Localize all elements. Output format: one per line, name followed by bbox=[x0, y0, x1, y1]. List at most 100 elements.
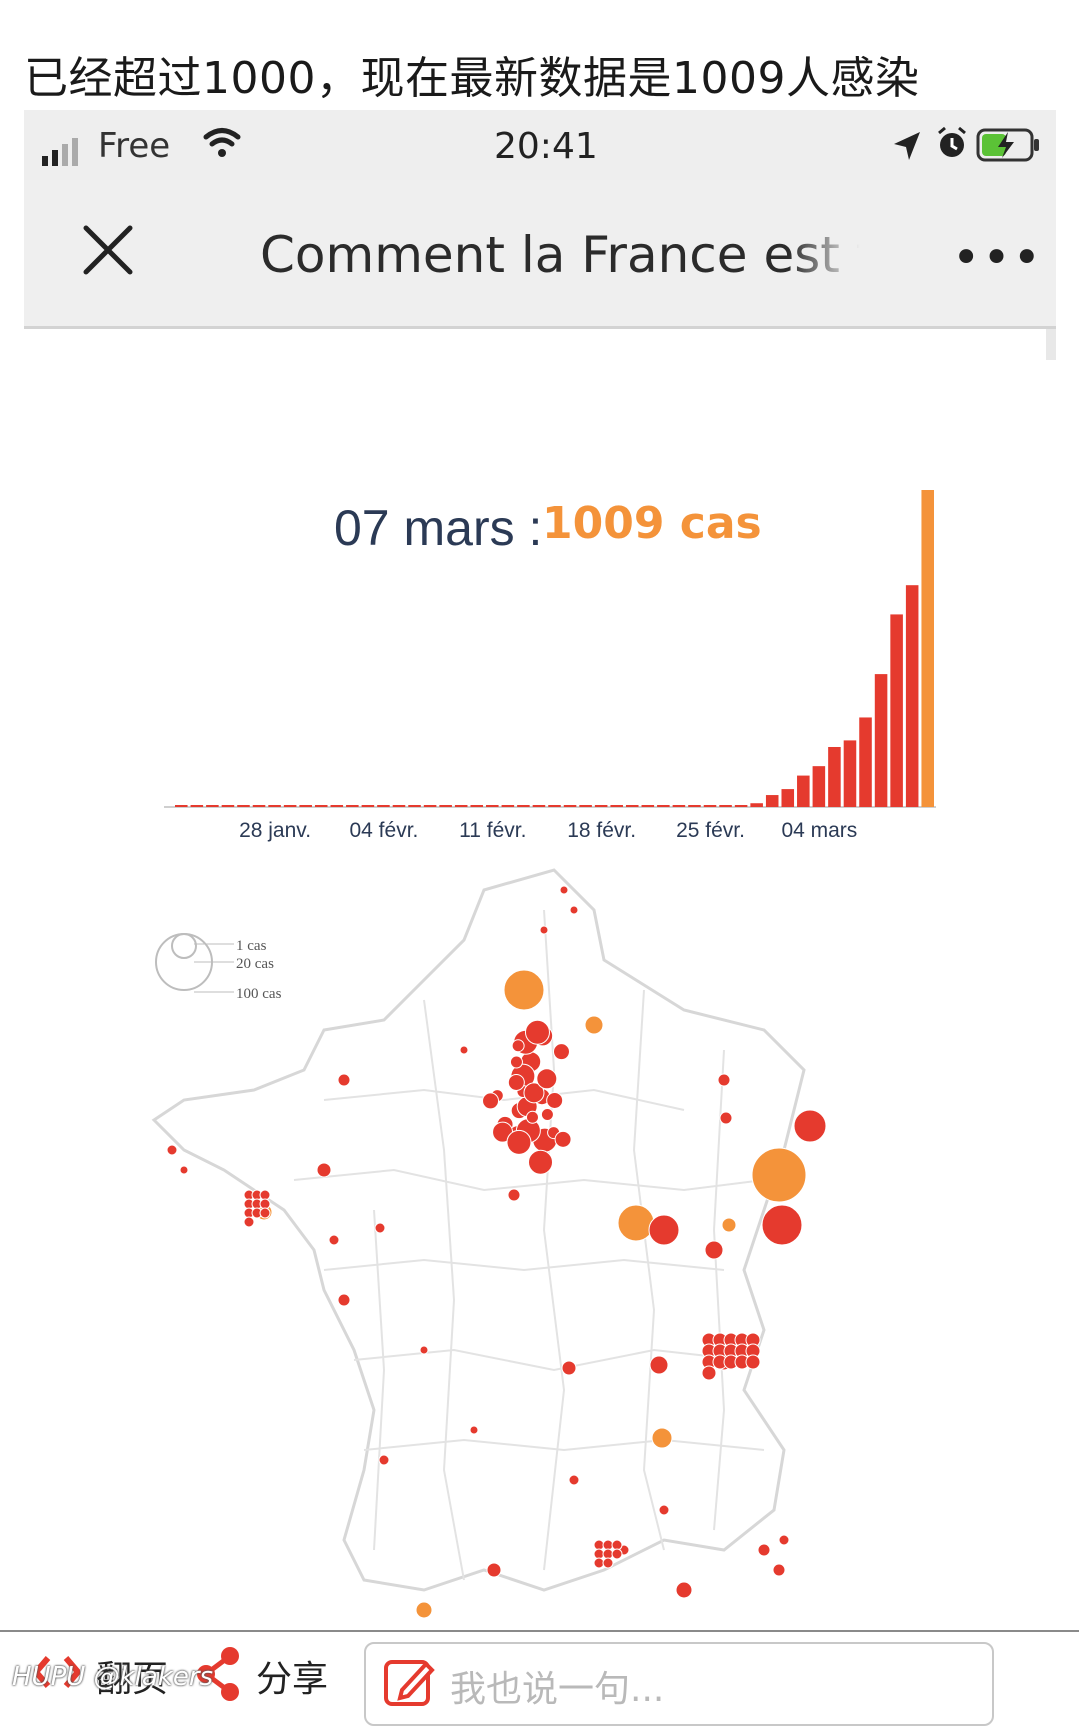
chart-bar bbox=[392, 805, 406, 807]
case-circle bbox=[561, 1360, 577, 1376]
case-circle bbox=[793, 1109, 827, 1143]
chart-bar bbox=[423, 805, 437, 807]
close-icon[interactable] bbox=[76, 218, 140, 282]
france-outline bbox=[151, 868, 806, 1592]
case-circle bbox=[651, 1427, 673, 1449]
chart-bar bbox=[812, 766, 826, 807]
case-circle bbox=[374, 1222, 386, 1234]
chart-bar bbox=[797, 775, 810, 807]
share-icon[interactable] bbox=[196, 1646, 242, 1702]
comment-placeholder: 我也说一句... bbox=[450, 1669, 665, 1710]
flip-page-button[interactable]: 翻页 bbox=[96, 1659, 169, 1700]
x-tick-label: 11 févr. bbox=[459, 819, 526, 842]
case-circle bbox=[328, 1234, 340, 1246]
case-circle bbox=[552, 1043, 570, 1061]
x-tick-label: 04 févr. bbox=[349, 819, 418, 842]
wifi-icon bbox=[203, 128, 241, 157]
bottom-action-bar: 翻页 分享 我也说一句... HUPU @klakers bbox=[0, 1630, 1079, 1726]
chart-bar bbox=[532, 805, 546, 807]
chart-bar bbox=[734, 805, 748, 807]
case-circle bbox=[482, 1092, 500, 1110]
case-circle bbox=[179, 1165, 189, 1175]
chart-bar bbox=[299, 805, 312, 807]
x-tick-label: 25 févr. bbox=[676, 819, 745, 842]
case-circle bbox=[469, 1425, 479, 1435]
chart-bar bbox=[252, 805, 266, 807]
case-circle bbox=[523, 1082, 545, 1104]
chart-bar bbox=[486, 805, 499, 807]
chart-bar bbox=[221, 805, 235, 807]
case-circle bbox=[751, 1147, 807, 1203]
chart-bar bbox=[828, 746, 841, 807]
chart-bar bbox=[283, 805, 297, 807]
case-circle bbox=[511, 1039, 525, 1053]
case-circle bbox=[648, 1214, 680, 1246]
pencil-icon bbox=[384, 1660, 435, 1706]
battery-charging-icon bbox=[976, 128, 1039, 162]
chart-bar bbox=[470, 805, 484, 807]
chart-bar bbox=[625, 805, 639, 807]
case-circle bbox=[536, 1068, 558, 1090]
comment-input[interactable]: 我也说一句... bbox=[364, 1642, 994, 1726]
chart-bar bbox=[454, 805, 468, 807]
chart-bar bbox=[206, 805, 219, 807]
status-time: 20:41 bbox=[494, 126, 598, 167]
case-circle bbox=[259, 1207, 271, 1219]
legend-20-cas: 20 cas bbox=[236, 956, 274, 972]
case-circle bbox=[337, 1073, 351, 1087]
case-circle bbox=[559, 885, 569, 895]
carrier-label: Free bbox=[98, 126, 171, 166]
case-circle bbox=[525, 1110, 539, 1124]
chart-bar bbox=[719, 805, 732, 807]
case-circle bbox=[507, 1188, 521, 1202]
case-circle bbox=[507, 1073, 525, 1091]
case-circle bbox=[778, 1534, 790, 1546]
chart-bar bbox=[657, 805, 670, 807]
case-circle bbox=[772, 1563, 786, 1577]
alarm-icon bbox=[938, 126, 966, 157]
chart-bar bbox=[905, 585, 919, 807]
chart-bar bbox=[548, 805, 561, 807]
case-circle bbox=[701, 1365, 717, 1381]
x-tick-label: 18 févr. bbox=[567, 819, 636, 842]
case-circle bbox=[539, 925, 549, 935]
case-circle bbox=[675, 1581, 693, 1599]
chart-bar bbox=[921, 490, 934, 807]
more-icon[interactable]: ••• bbox=[952, 230, 1043, 286]
case-circle bbox=[378, 1454, 390, 1466]
chart-bar bbox=[377, 805, 390, 807]
watermark: HUPU @klakers bbox=[12, 1662, 214, 1692]
chart-bar bbox=[781, 789, 795, 807]
legend-100-cas: 100 cas bbox=[236, 986, 282, 1002]
case-circle bbox=[649, 1355, 669, 1375]
case-circle bbox=[569, 905, 579, 915]
case-circle bbox=[166, 1144, 178, 1156]
case-circle bbox=[602, 1557, 614, 1569]
chart-bar bbox=[330, 805, 344, 807]
case-circle bbox=[459, 1045, 469, 1055]
department-borders bbox=[293, 909, 765, 1581]
share-button[interactable]: 分享 bbox=[256, 1659, 329, 1700]
case-circle bbox=[506, 1129, 532, 1155]
case-circle bbox=[658, 1504, 670, 1516]
chart-bar bbox=[843, 740, 857, 807]
chart-bar bbox=[408, 805, 421, 807]
post-caption: 已经超过1000，现在最新数据是1009人感染 bbox=[24, 53, 920, 104]
chart-bar bbox=[175, 805, 188, 807]
case-circle bbox=[761, 1204, 803, 1246]
case-circle bbox=[337, 1293, 351, 1307]
case-circle bbox=[509, 1055, 523, 1069]
chart-bar bbox=[268, 805, 281, 807]
legend-1-cas: 1 cas bbox=[236, 938, 267, 954]
case-circle bbox=[584, 1015, 604, 1035]
case-circle bbox=[757, 1543, 771, 1557]
flip-page-icon[interactable] bbox=[34, 1652, 80, 1692]
case-circle bbox=[568, 1474, 580, 1486]
case-circle bbox=[486, 1562, 502, 1578]
case-circle bbox=[524, 1019, 550, 1045]
france-case-map: 1 cas 20 cas 100 cas bbox=[151, 868, 827, 1619]
signal-icon bbox=[42, 138, 78, 166]
x-tick-label: 04 mars bbox=[781, 819, 857, 842]
case-circle bbox=[540, 1107, 554, 1121]
chart-bar bbox=[859, 717, 872, 807]
